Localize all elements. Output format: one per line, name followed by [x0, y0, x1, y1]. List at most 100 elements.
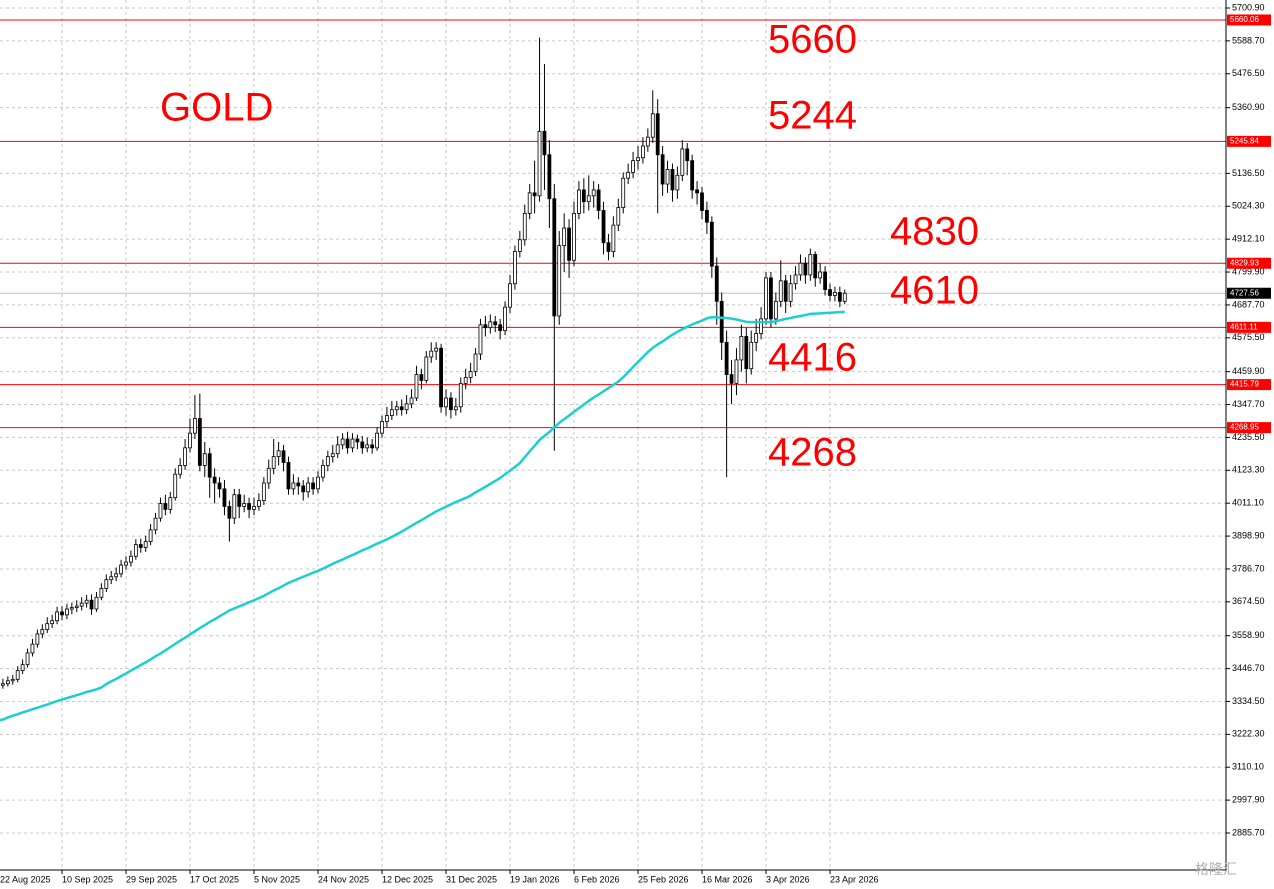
candle-body: [508, 283, 512, 308]
candle-body: [404, 403, 409, 411]
candle-body: [385, 415, 389, 422]
candle-body: [183, 447, 187, 466]
candle-body: [562, 227, 567, 247]
candle-body: [488, 321, 493, 329]
candle-body: [25, 652, 30, 666]
candle-body: [522, 212, 527, 241]
candle-body: [60, 611, 64, 616]
x-tick-label: 31 Dec 2025: [446, 874, 497, 884]
y-tick-label: 3674.50: [1232, 596, 1265, 606]
candle-body: [15, 670, 20, 680]
candle-body: [675, 174, 680, 191]
candle-body: [798, 262, 803, 276]
candle-body: [119, 564, 123, 575]
candle-body: [335, 444, 340, 455]
candle-body: [237, 494, 242, 507]
candle-body: [1, 683, 5, 686]
candle-body: [316, 476, 320, 490]
y-tick-label: 3110.10: [1232, 762, 1264, 772]
candle-body: [340, 438, 345, 446]
level-label-box: [1227, 379, 1271, 391]
candle-body: [133, 544, 138, 557]
candle-body: [729, 374, 734, 384]
candle-body: [719, 300, 724, 343]
candle-body: [5, 680, 10, 685]
candle-body: [321, 465, 325, 478]
y-tick-label: 3446.70: [1232, 663, 1265, 673]
candle-body: [591, 189, 596, 197]
candle-body: [685, 148, 690, 162]
candle-body: [193, 418, 197, 434]
watermark: 格隆汇: [1195, 862, 1237, 878]
candle-body: [247, 503, 251, 510]
candle-body: [567, 227, 571, 261]
candle-body: [168, 497, 173, 510]
candle-body: [813, 254, 818, 279]
y-tick-label: 4123.30: [1232, 465, 1265, 475]
y-tick-label: 5588.70: [1232, 35, 1265, 45]
candle-body: [261, 482, 266, 501]
candle-body: [94, 596, 99, 610]
candle-body: [493, 321, 498, 326]
candle-body: [129, 555, 133, 563]
candle-body: [89, 599, 94, 610]
x-tick-label: 19 Jan 2026: [510, 874, 560, 884]
candle-body: [281, 450, 286, 463]
candle-body: [468, 371, 473, 378]
candle-body: [823, 271, 827, 290]
candle-body: [577, 189, 581, 214]
candle-body: [35, 633, 40, 645]
candle-body: [537, 130, 542, 197]
current-price-box: [1227, 287, 1271, 299]
candle-body: [30, 643, 35, 654]
x-tick-label: 17 Oct 2025: [190, 874, 239, 884]
candle-body: [380, 421, 384, 434]
candle-body: [286, 462, 291, 490]
level-label: 4829.93: [1230, 258, 1259, 267]
candle-body: [301, 485, 306, 493]
candle-body: [606, 242, 611, 252]
candle-body: [744, 336, 749, 370]
candle-body: [764, 277, 768, 320]
y-tick-label: 5700.90: [1232, 2, 1265, 12]
candle-body: [252, 506, 256, 510]
annotation: 4610: [890, 269, 979, 313]
candle-body: [45, 623, 50, 630]
candle-body: [517, 239, 522, 252]
candle-body: [655, 113, 660, 156]
annotation: 4268: [768, 431, 857, 475]
candle-body: [660, 154, 665, 185]
candle-body: [360, 441, 365, 449]
candle-body: [739, 336, 744, 361]
candle-body: [700, 192, 704, 211]
candle-body: [202, 453, 207, 466]
candle-body: [227, 506, 232, 519]
x-tick-label: 5 Nov 2025: [254, 874, 300, 884]
candle-body: [414, 374, 419, 399]
x-tick-label: 25 Feb 2026: [638, 874, 689, 884]
candle-body: [572, 212, 576, 261]
candle-body: [680, 148, 685, 176]
candle-body: [124, 561, 128, 566]
annotation: 4830: [890, 210, 979, 254]
candle-body: [79, 602, 84, 607]
x-tick-label: 12 Dec 2025: [382, 874, 433, 884]
candle-body: [50, 620, 55, 625]
y-tick-label: 3786.70: [1232, 563, 1265, 573]
candle-body: [557, 245, 562, 317]
candle-body: [542, 130, 547, 156]
candle-body: [419, 374, 424, 381]
x-tick-label: 6 Feb 2026: [574, 874, 620, 884]
candle-body: [40, 629, 45, 635]
candle-body: [631, 160, 635, 173]
y-tick-label: 5360.90: [1232, 102, 1265, 112]
candle-body: [173, 473, 178, 499]
candle-body: [705, 210, 709, 223]
y-tick-label: 5476.50: [1232, 68, 1265, 78]
level-label: 4415.79: [1230, 380, 1259, 389]
candle-body: [690, 160, 695, 191]
y-tick-label: 5024.30: [1232, 201, 1265, 211]
candle-body: [429, 350, 434, 358]
